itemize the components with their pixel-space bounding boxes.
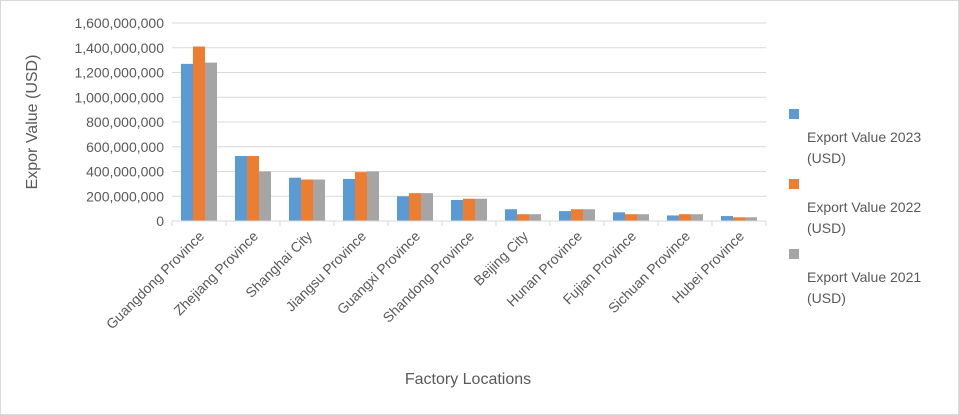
bar — [505, 209, 517, 221]
legend-swatch — [789, 249, 799, 259]
bar — [397, 196, 409, 221]
y-tick-label: 800,000,000 — [86, 114, 164, 130]
legend-label: (USD) — [807, 220, 846, 236]
y-axis-ticks: 0 200,000,000 400,000,000 600,000,000 800,00… — [74, 15, 164, 229]
bar — [529, 214, 541, 221]
bar — [289, 177, 301, 221]
y-tick-label: 400,000,000 — [86, 164, 164, 180]
legend-label: Export Value 2021 — [807, 269, 921, 285]
bar — [409, 193, 421, 221]
legend: Export Value 2023 (USD) Export Value 2022 (… — [789, 109, 921, 306]
bar — [301, 179, 313, 221]
bar — [583, 209, 595, 221]
bar — [343, 178, 355, 221]
y-tick-label: 1,400,000,000 — [74, 40, 164, 56]
bar — [421, 193, 433, 221]
bar — [313, 179, 325, 221]
y-tick-label: 600,000,000 — [86, 139, 164, 155]
bar — [559, 211, 571, 221]
legend-swatch — [789, 109, 799, 119]
y-tick-label: 0 — [156, 213, 164, 229]
bar — [745, 217, 757, 221]
legend-label: Export Value 2023 — [807, 129, 921, 145]
bar — [679, 214, 691, 221]
bar — [733, 217, 745, 221]
bar — [247, 156, 259, 221]
bar — [691, 214, 703, 221]
bar — [259, 171, 271, 221]
bar — [637, 214, 649, 221]
bar — [193, 46, 205, 222]
y-tick-label: 1,000,000,000 — [74, 89, 164, 105]
legend-label: (USD) — [807, 290, 846, 306]
bar — [463, 198, 475, 221]
bar — [721, 216, 733, 221]
bar — [355, 172, 367, 221]
bar — [235, 156, 247, 221]
x-tick-label: Shandong Province — [379, 228, 477, 326]
bar — [205, 62, 217, 221]
legend-label: (USD) — [807, 150, 846, 166]
bar — [475, 198, 487, 221]
bar — [625, 214, 637, 221]
legend-swatch — [789, 179, 799, 189]
legend-label: Export Value 2022 — [807, 199, 921, 215]
bar — [181, 63, 193, 222]
y-axis-title: Expor Value (USD) — [24, 55, 41, 190]
bars — [181, 46, 757, 222]
bar — [613, 212, 625, 221]
y-tick-label: 1,200,000,000 — [74, 65, 164, 81]
y-tick-label: 1,600,000,000 — [74, 15, 164, 31]
bar — [517, 214, 529, 221]
y-tick-label: 200,000,000 — [86, 188, 164, 204]
bar — [667, 215, 679, 221]
x-axis-title: Factory Locations — [405, 371, 531, 388]
x-tick-label: Guangdong Province — [103, 228, 207, 332]
bar — [451, 199, 463, 221]
gridlines — [172, 22, 766, 197]
bar — [367, 171, 379, 221]
bar — [571, 209, 583, 221]
